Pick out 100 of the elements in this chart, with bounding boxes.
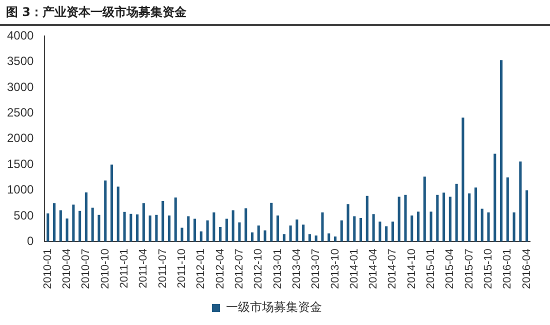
y-tick-label: 4000 — [6, 28, 34, 43]
bar — [321, 212, 324, 242]
bar — [468, 193, 471, 242]
x-tick-label: 2011-10 — [176, 248, 188, 288]
y-tick-label: 2500 — [6, 106, 34, 120]
bar — [52, 203, 56, 242]
x-tick-label: 2010-10 — [99, 248, 112, 290]
bar — [98, 214, 100, 242]
x-tick-label: 2011-04 — [138, 248, 150, 288]
bar — [314, 235, 318, 242]
bar — [116, 186, 120, 242]
x-tick-label: 2015-01 — [425, 248, 438, 290]
x-tick-label: 2016-01 — [502, 248, 514, 290]
y-tick-label: 1000 — [6, 182, 34, 197]
bar — [455, 184, 458, 242]
bar — [78, 210, 82, 242]
bar — [250, 232, 254, 242]
bar — [372, 214, 375, 242]
bar — [187, 216, 190, 242]
bar — [430, 212, 432, 242]
x-tick-label: 2015-07 — [463, 248, 476, 290]
x-tick-label: 2010-04 — [61, 248, 74, 290]
bar — [244, 208, 248, 242]
x-tick-label: 2012-10 — [252, 248, 265, 290]
bar — [174, 197, 177, 242]
legend-label: 一级市场募集资金 — [226, 300, 322, 314]
x-tick-label: 2015-10 — [482, 248, 495, 290]
bar — [506, 177, 509, 242]
x-tick-label: 2011-07 — [156, 248, 169, 288]
bar — [66, 218, 68, 242]
bar — [91, 208, 94, 242]
bar — [340, 220, 343, 242]
bar — [46, 213, 50, 242]
bar — [180, 228, 184, 242]
y-tick-label: 3000 — [6, 80, 34, 94]
y-tick-label: 3500 — [6, 54, 34, 68]
bar — [142, 203, 145, 242]
bar — [346, 204, 350, 242]
bar — [110, 164, 114, 242]
bar — [212, 212, 216, 242]
bar — [328, 233, 330, 242]
bar — [193, 218, 196, 242]
bar — [296, 220, 298, 242]
bar — [59, 210, 62, 242]
bar — [84, 192, 88, 242]
bar — [72, 204, 75, 242]
bar — [360, 218, 362, 242]
bar — [219, 226, 222, 242]
bar — [410, 215, 414, 242]
bar — [232, 210, 234, 242]
bar — [480, 208, 484, 242]
chart-title: 图 3：产业资本一级市场募集资金 — [0, 0, 550, 26]
bar — [200, 231, 202, 242]
x-tick-label: 2015-04 — [444, 248, 456, 290]
x-tick-label: 2011-01 — [118, 248, 131, 288]
bar — [487, 212, 490, 242]
y-tick-label: 2000 — [6, 131, 34, 146]
bar — [136, 214, 139, 242]
bar — [494, 154, 496, 242]
bar — [206, 220, 209, 242]
bar — [519, 162, 522, 242]
y-tick-label: 500 — [14, 208, 34, 222]
bar — [442, 192, 446, 242]
bar — [238, 222, 241, 242]
x-tick-label: 2010-07 — [80, 248, 92, 290]
bar — [462, 118, 464, 242]
bar — [500, 60, 503, 242]
x-tick-label: 2013-07 — [310, 248, 322, 290]
bar — [148, 215, 152, 242]
bar — [366, 196, 368, 242]
bar — [416, 212, 420, 242]
bar — [404, 194, 407, 242]
bar — [225, 218, 228, 242]
y-tick-label: 0 — [27, 234, 34, 248]
bar — [264, 230, 266, 242]
bar — [302, 224, 305, 242]
x-tick-label: 2013-10 — [329, 248, 342, 290]
bar — [289, 225, 292, 242]
bar — [526, 190, 528, 242]
bar — [334, 236, 337, 242]
bar — [398, 196, 400, 242]
bar — [257, 225, 260, 242]
bar — [130, 214, 132, 242]
bar — [353, 216, 356, 242]
bar — [512, 212, 516, 242]
x-tick-label: 2016-04 — [520, 248, 533, 290]
x-tick-label: 2014-07 — [386, 248, 399, 290]
bar — [474, 187, 477, 242]
bar — [448, 196, 452, 242]
bar — [378, 222, 382, 242]
x-tick-label: 2012-04 — [214, 248, 226, 290]
bar — [123, 212, 126, 242]
bar — [270, 202, 273, 242]
bar — [162, 201, 164, 242]
y-tick-label: 1500 — [6, 156, 34, 171]
bar — [155, 214, 158, 242]
x-tick-label: 2014-04 — [368, 248, 380, 290]
x-tick-label: 2013-04 — [290, 248, 303, 290]
bar — [308, 234, 311, 242]
bar — [104, 180, 107, 242]
